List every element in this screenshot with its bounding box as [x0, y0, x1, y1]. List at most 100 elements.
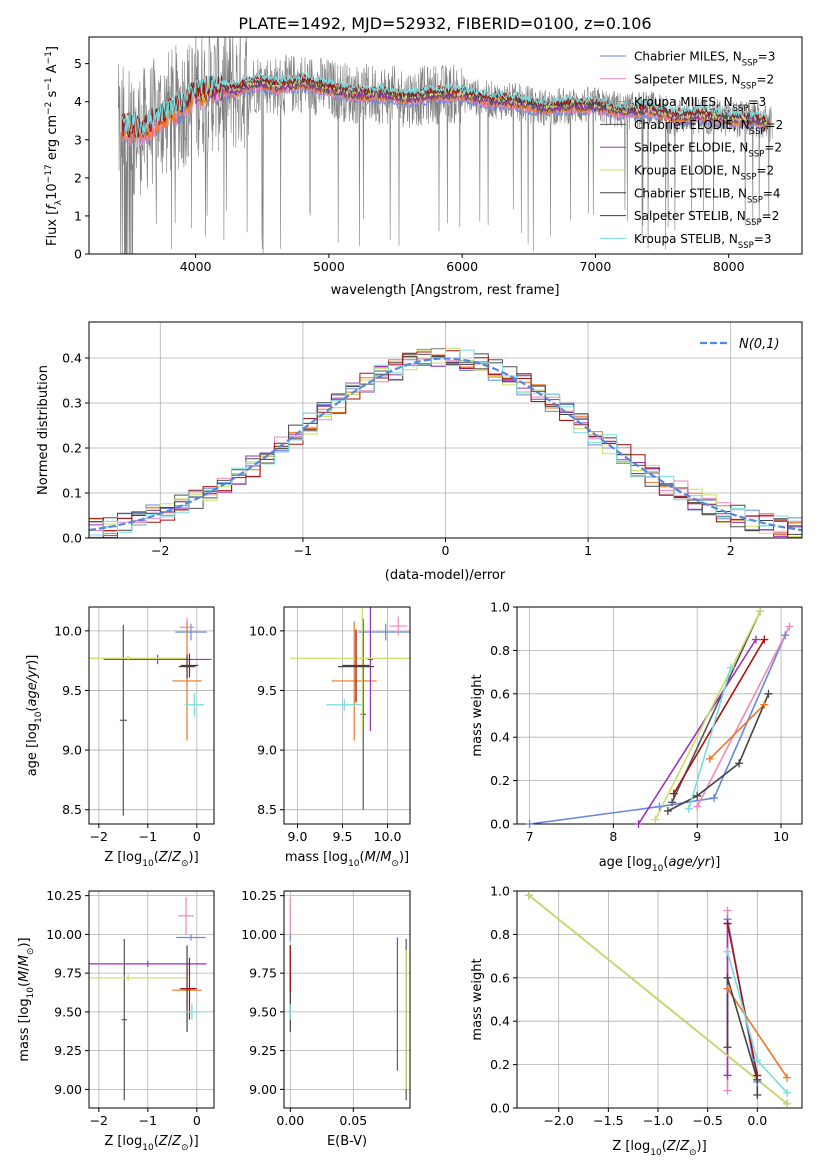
x-tick-label: −2.0 — [544, 1113, 574, 1128]
y-tick-label: 4 — [74, 94, 82, 109]
y-axis-label: Normed distribution — [36, 365, 51, 495]
label-part: ⊙ — [181, 1143, 189, 1153]
legend-text: Kroupa ELODIE, N — [634, 164, 741, 178]
weight-point — [753, 1071, 762, 1080]
normal-curve — [89, 357, 802, 532]
label-part: 10 — [348, 859, 360, 869]
figure-title: PLATE=1492, MJD=52932, FIBERID=0100, z=0… — [238, 14, 651, 33]
label-part: M — [380, 850, 391, 865]
model-spectrum — [121, 71, 769, 138]
legend-sub: SSP — [748, 150, 764, 160]
legend-text: Salpeter ELODIE, N — [634, 141, 748, 155]
x-tick-label: 0 — [193, 1113, 201, 1128]
label-part: mass [log — [17, 998, 32, 1061]
y-axis-label: mass weight — [470, 674, 485, 756]
y-tick-label: 9.5 — [257, 683, 277, 698]
label-part: ⊙ — [26, 948, 36, 956]
x-tick-label: −2 — [90, 829, 108, 844]
weight-point — [663, 806, 672, 815]
label-part: Z [log — [612, 1139, 650, 1154]
x-tick-label: 1 — [584, 543, 592, 558]
weight-point — [783, 1073, 792, 1082]
weight-point — [735, 759, 744, 768]
y-tick-label: 10.0 — [249, 623, 277, 638]
plot-area — [290, 607, 410, 810]
label-part: λ — [54, 199, 64, 205]
axes-weight_vs_Z: −2.0 −1.5 −1.0 −0.5 0.0 0.0 0.2 0.4 0.6 0.8 1.0 Z [… — [470, 884, 803, 1158]
label-part: 10 — [650, 1148, 662, 1158]
legend-sub: SSP — [741, 173, 757, 183]
legend-text: Chabrier MILES, N — [634, 50, 742, 64]
weight-line — [688, 667, 732, 810]
legend-count: =3 — [754, 232, 772, 246]
weight-point — [684, 804, 693, 813]
plot-area — [529, 610, 791, 824]
legend-count: =3 — [749, 95, 767, 109]
legend-label: Salpeter ELODIE, NSSP=2 — [634, 141, 782, 160]
x-axis-label: wavelength [Angstrom, rest frame] — [331, 283, 560, 298]
weight-point — [760, 635, 769, 644]
y-tick-label: 0.6 — [490, 686, 510, 701]
y-tick-label: 1.0 — [490, 884, 510, 899]
axes-mass_vs_EBV: 0.00 0.05 9.00 9.25 9.50 9.75 10.00 10.25 E(B-V) — [241, 888, 411, 1149]
x-tick-label: −2 — [90, 1113, 108, 1128]
weight-line — [637, 639, 757, 824]
y-tick-label: 9.0 — [62, 743, 82, 758]
weight-point — [655, 802, 664, 811]
x-axis-label: Z [log10(Z/Z⊙)] — [612, 1139, 706, 1158]
x-tick-label: −1 — [139, 829, 157, 844]
weight-point — [634, 820, 643, 828]
legend-text: Kroupa STELIB, N — [634, 232, 738, 246]
weight-point — [751, 635, 760, 644]
axes-frame — [88, 606, 215, 825]
label-part: Z — [158, 850, 169, 865]
label-part: Z — [158, 1134, 169, 1149]
label-part: / — [376, 850, 381, 865]
label-part: 10 — [142, 859, 154, 869]
label-part: )] — [189, 850, 199, 865]
weight-point — [524, 891, 533, 900]
y-tick-label: 0.2 — [490, 1057, 510, 1072]
weight-line — [667, 693, 770, 812]
weight-line — [696, 626, 791, 807]
x-tick-label: 0 — [442, 543, 450, 558]
x-axis-label: E(B-V) — [327, 1134, 367, 1149]
x-axis-label: Z [log10(Z/Z⊙)] — [104, 850, 198, 869]
label-part: mass weight — [470, 674, 485, 756]
label-part: ⊙ — [181, 859, 189, 869]
label-part: )] — [25, 655, 40, 665]
label-part: A — [45, 64, 60, 77]
x-tick-label: −1.5 — [593, 1113, 623, 1128]
weight-line — [528, 894, 788, 1105]
weight-point — [669, 789, 678, 798]
y-tick-label: 9.00 — [54, 1082, 82, 1097]
label-part: s — [45, 90, 60, 101]
label-part: −17 — [44, 164, 54, 183]
legend-count: =2 — [756, 164, 774, 178]
label-part: 10 — [45, 183, 60, 200]
y-tick-label: 0.6 — [490, 970, 510, 985]
y-tick-label: 9.25 — [54, 1043, 82, 1058]
label-part: 10 — [34, 711, 44, 723]
axes-spectrum: 4000 5000 6000 7000 8000 0 1 2 3 4 5 wavelength [An… — [44, 36, 803, 298]
label-part: −2 — [44, 102, 54, 115]
x-axis-label: age [log10(age/yr)] — [599, 855, 721, 874]
y-tick-label: 9.50 — [249, 1004, 277, 1019]
y-tick-label: 2 — [74, 170, 82, 185]
label-part: ( — [17, 982, 32, 987]
label-part: ( — [154, 1134, 159, 1149]
x-tick-label: −2 — [151, 543, 169, 558]
label-part: )] — [189, 1134, 199, 1149]
legend-label: Salpeter STELIB, NSSP=2 — [634, 209, 779, 228]
weight-point — [785, 622, 794, 631]
legend-label: Chabrier ELODIE, NSSP=2 — [634, 118, 783, 137]
y-tick-label: 10.25 — [46, 888, 82, 903]
weight-point — [709, 793, 718, 802]
y-tick-label: 0.0 — [62, 531, 82, 546]
x-tick-label: 7 — [526, 829, 534, 844]
x-tick-label: −1.0 — [643, 1113, 673, 1128]
y-tick-label: 0.0 — [490, 817, 510, 832]
